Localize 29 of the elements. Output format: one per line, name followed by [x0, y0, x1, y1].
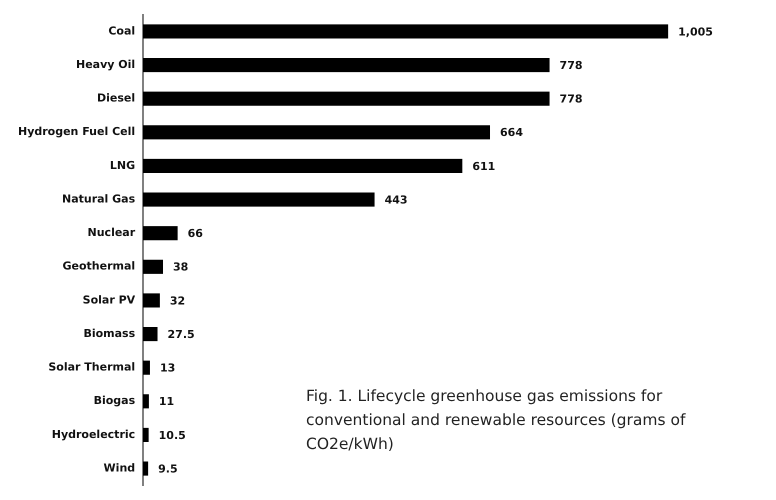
data-label: 1,005: [678, 25, 713, 38]
data-label: 66: [188, 227, 204, 240]
data-label: 11: [158, 395, 174, 408]
data-label: 778: [560, 58, 583, 72]
y-tick-label: Geothermal: [62, 260, 136, 273]
y-tick-label: Hydroelectric: [52, 428, 136, 441]
data-label: 664: [500, 126, 524, 140]
y-tick-label: Wind: [104, 461, 136, 474]
y-tick-label: Hydrogen Fuel Cell: [18, 125, 136, 138]
y-tick-label: Diesel: [97, 92, 136, 105]
data-label: 778: [560, 92, 583, 106]
y-tick-label: Solar Thermal: [48, 360, 136, 374]
data-label: 38: [173, 260, 188, 274]
y-tick-label: Coal: [108, 24, 136, 38]
data-label: 27.5: [168, 328, 195, 341]
y-tick-label: Solar PV: [82, 293, 136, 306]
data-label: 10.5: [158, 428, 186, 442]
data-label: 611: [472, 160, 496, 173]
annotation: Fig. 1. Lifecycle greenhouse gas emissions for conventional and renewable resources (grams of CO2e/kWh): [306, 386, 687, 455]
y-tick-label: LNG: [110, 158, 136, 172]
y-tick-label: Natural Gas: [62, 192, 136, 206]
data-label: 443: [384, 193, 408, 206]
y-tick-label: Nuclear: [88, 226, 136, 240]
y-tick-label: Biomass: [83, 326, 136, 340]
data-label: 32: [170, 294, 186, 308]
data-label: 13: [160, 362, 176, 375]
y-tick-label: Heavy Oil: [76, 58, 136, 71]
y-tick-label: Biogas: [94, 394, 136, 408]
data-label: 9.5: [158, 462, 178, 476]
